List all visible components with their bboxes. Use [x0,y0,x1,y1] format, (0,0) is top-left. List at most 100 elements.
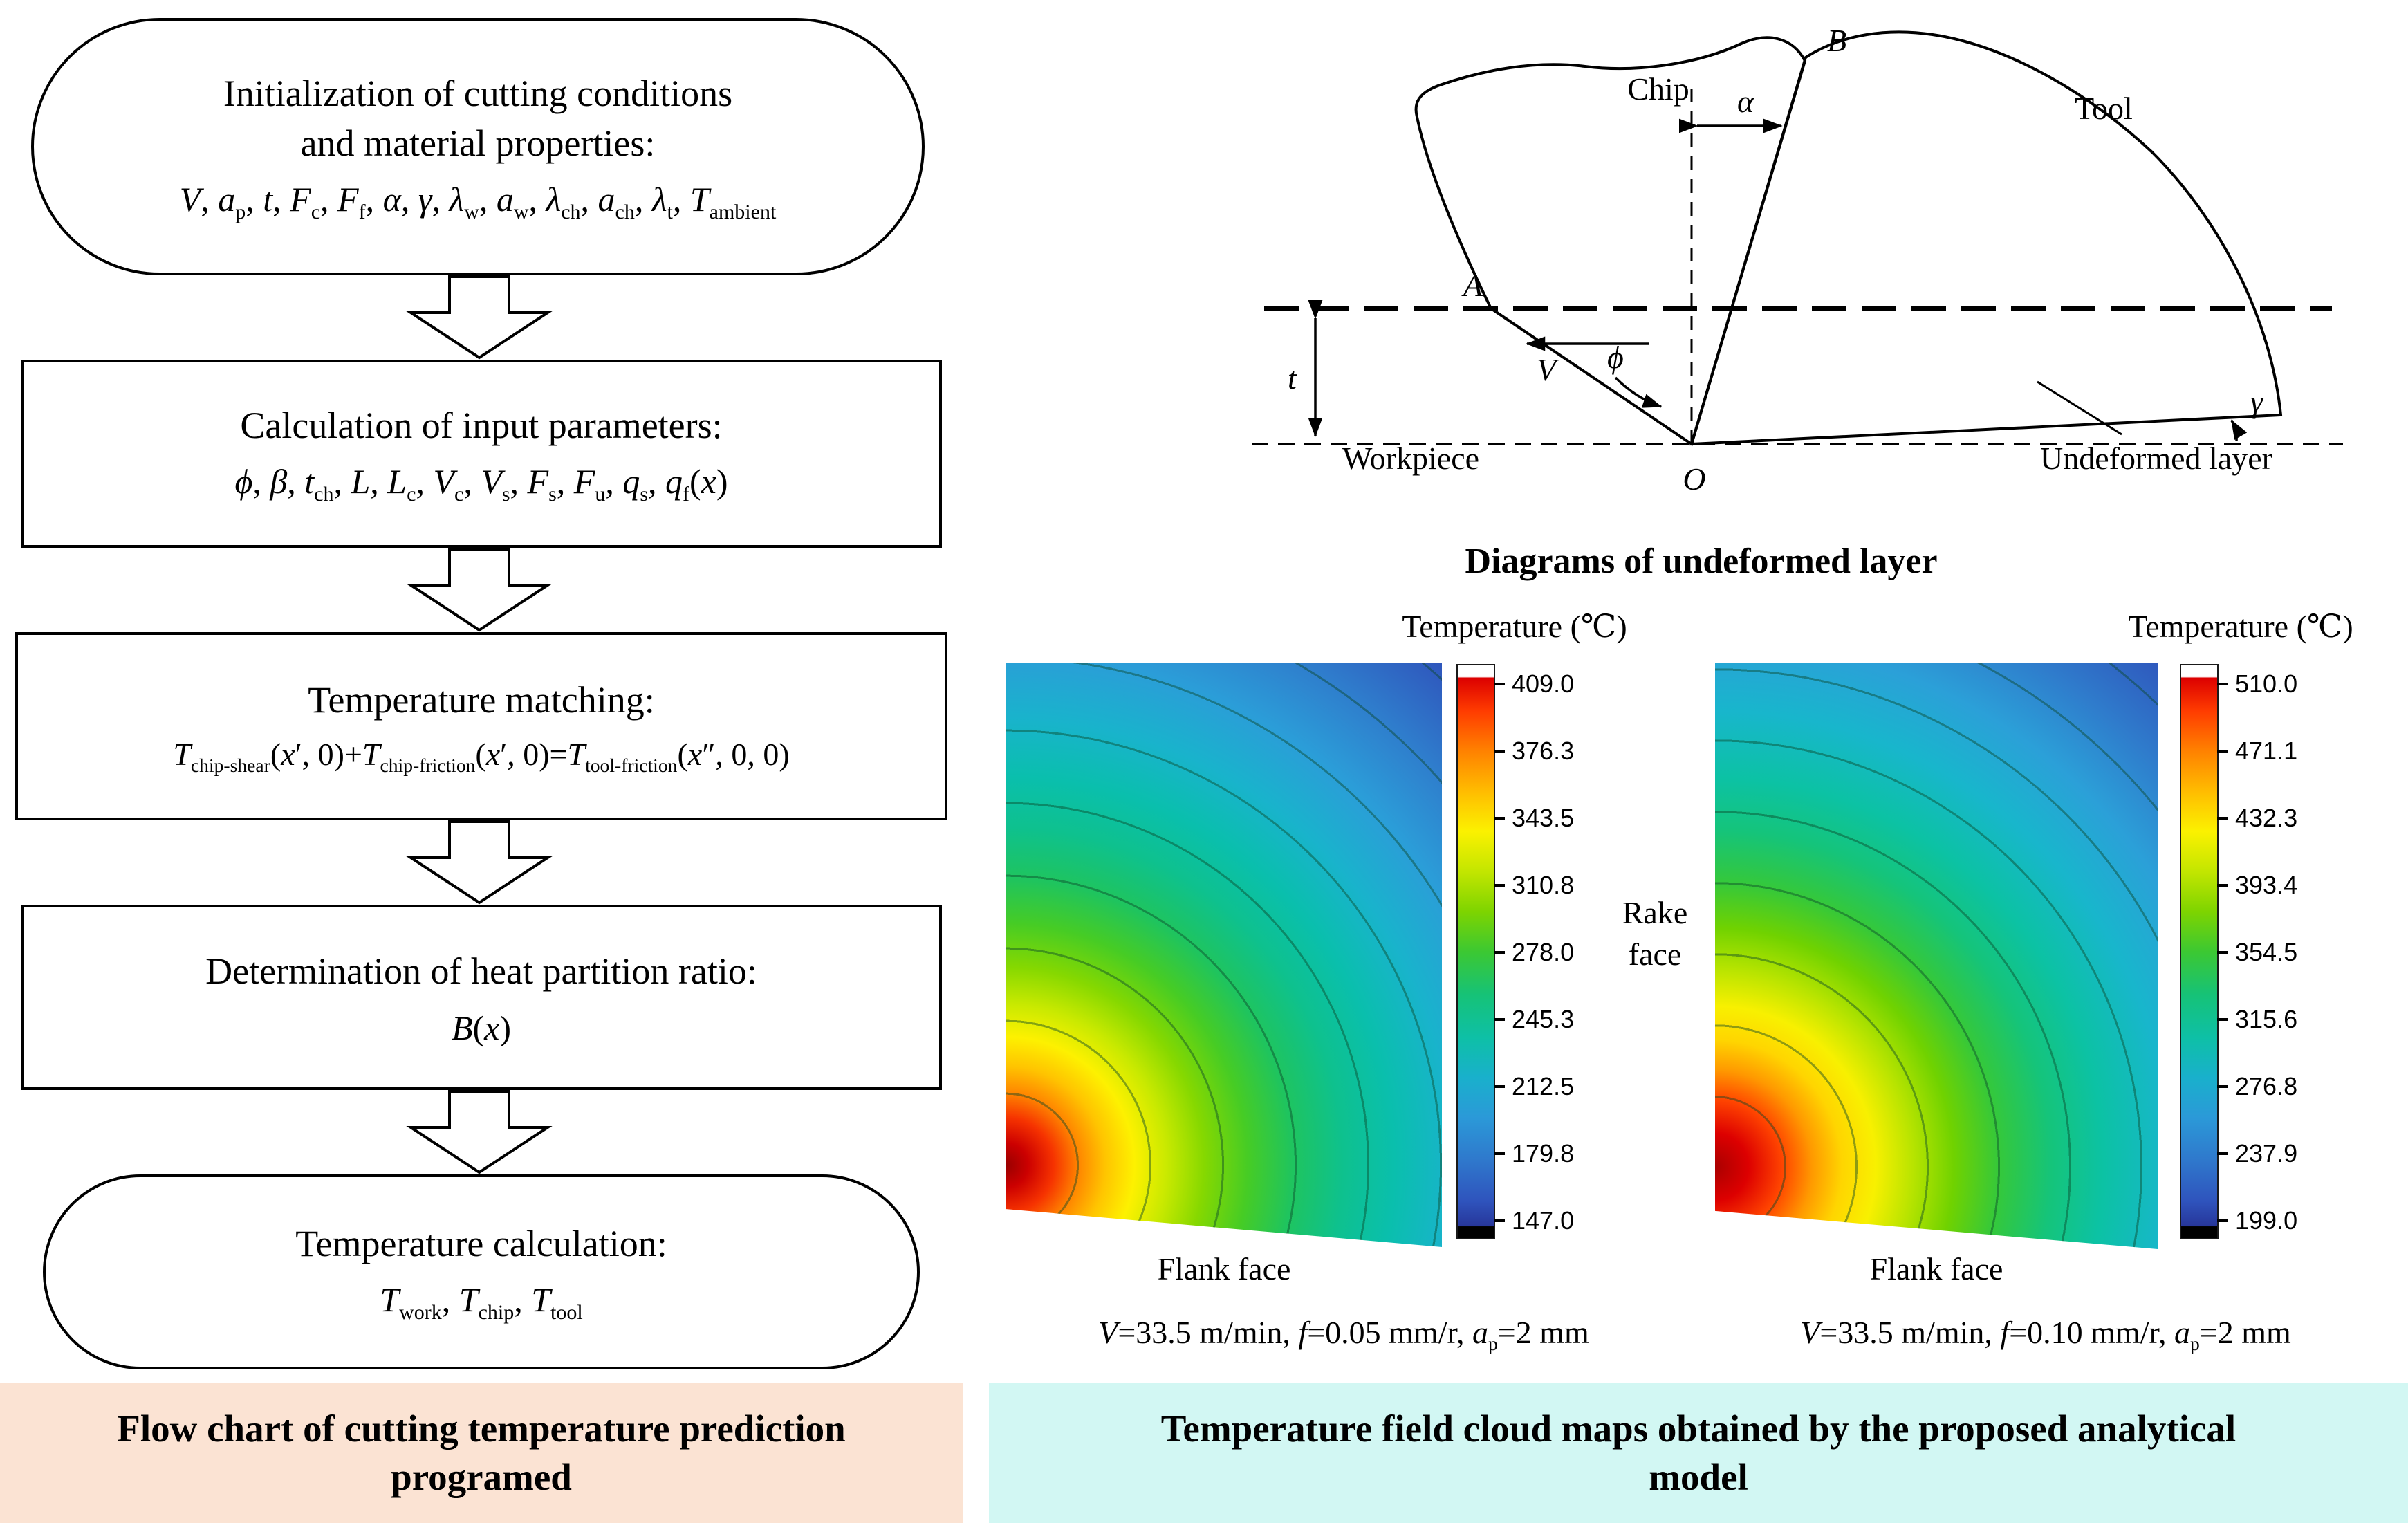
chip-label: Chip [1627,71,1689,107]
tick-mark [1494,884,1505,887]
tick-mark [2217,817,2228,820]
map-caption-left: V=33.5 m/min, f=0.05 mm/r, ap=2 mm [1098,1315,1589,1355]
flowchart-caption: Flow chart of cutting temperature predic… [0,1383,963,1523]
tick-label: 432.3 [2235,804,2298,832]
flow-arrow-down-icon [406,275,553,360]
tick-label: 310.8 [1512,871,1575,899]
flowchart-caption-line2: programed [391,1456,572,1498]
colorbar-tick: 278.0 [1494,938,1575,966]
left-colorbar-title: Temperature (℃) [1402,609,1627,644]
box2-title: Calculation of input parameters: [240,404,723,446]
point-b-label: B [1827,23,1846,58]
gamma-label: γ [2250,384,2264,419]
colorbar-tick: 354.5 [2217,938,2298,966]
tick-mark [2217,1018,2228,1021]
alpha-label: α [1737,84,1754,119]
colorbar-tick: 310.8 [1494,871,1575,899]
tick-mark [1494,951,1505,954]
colorbar-tick: 237.9 [2217,1139,2298,1167]
undeformed-layer-schematic: Chip Tool Workpiece Undeformed layer A B… [1210,11,2386,539]
tick-mark [1494,750,1505,753]
flowchart-end-node: Temperature calculation: Twork, Tchip, T… [43,1174,920,1369]
tick-mark [1494,1152,1505,1155]
phi-angle-arc [1614,376,1663,408]
tick-mark [2217,1085,2228,1088]
flow-arrow-shape [406,1090,553,1174]
rake-face-line2: face [1628,936,1682,972]
flowchart-step-temperature-matching: Temperature matching: Tchip-shear(x′, 0)… [15,632,947,820]
maps-caption-line1: Temperature field cloud maps obtained by… [1160,1407,2236,1450]
gamma-angle-arc [2230,419,2248,441]
tick-mark [1494,1018,1505,1021]
box3-formula: Tchip-shear(x′, 0)+Tchip-friction(x′, 0)… [173,737,790,777]
tick-mark [2217,1152,2228,1155]
tick-label: 393.4 [2235,871,2298,899]
right-colorbar: 510.0 471.1 432.3 393.4 354.5 315.6 276.… [2180,664,2297,1239]
flowchart-caption-line1: Flow chart of cutting temperature predic… [117,1407,846,1450]
box5-title: Temperature calculation: [295,1222,667,1264]
tool-label: Tool [2075,91,2133,126]
tick-mark [1494,1219,1505,1222]
right-colorbar-title: Temperature (℃) [2128,609,2353,644]
box4-title: Determination of heat partition ratio: [205,950,757,993]
tick-label: 212.5 [1512,1072,1575,1100]
tick-label: 471.1 [2235,737,2298,765]
undeformed-layer-leader [2037,380,2122,436]
tick-label: 409.0 [1512,670,1575,698]
tool-outline [1689,30,2283,446]
maps-caption-line2: model [1649,1456,1748,1498]
colorbar-tick: 245.3 [1494,1005,1575,1033]
tick-label: 147.0 [1512,1206,1575,1235]
tick-mark [1494,1085,1505,1088]
flow-arrow-down-icon [406,1090,553,1174]
right-colorbar-gradient [2180,664,2219,1239]
colorbar-tick: 510.0 [2217,670,2297,698]
box3-title: Temperature matching: [308,679,655,721]
colorbar-tick: 276.8 [2217,1072,2297,1100]
tick-mark [1494,683,1505,685]
chip-outline [1414,36,1807,447]
rake-face-label: Rake face [1603,892,1707,975]
results-panel: Chip Tool Workpiece Undeformed layer A B… [989,0,2408,1523]
box5-formula: Twork, Tchip, Ttool [380,1280,583,1324]
colorbar-tick: 343.5 [1494,804,1574,832]
tick-mark [2217,750,2228,753]
flowchart-panel: Initialization of cutting conditions and… [0,0,963,1523]
left-colorbar: 409.0 376.3 343.5 310.8 278.0 245.3 212.… [1456,664,1574,1239]
flowchart-step-input-parameters: Calculation of input parameters: ϕ, β, t… [21,360,942,548]
tick-label: 199.0 [2235,1206,2298,1235]
tick-mark [2217,884,2228,887]
tick-label: 315.6 [2235,1005,2298,1033]
colorbar-tick: 409.0 [1494,670,1575,698]
undeformed-layer-diagram: Chip Tool Workpiece Undeformed layer A B… [1252,23,2343,497]
tick-label: 245.3 [1512,1005,1575,1033]
maps-caption: Temperature field cloud maps obtained by… [989,1383,2408,1523]
tick-mark [2217,683,2228,685]
tick-label: 179.8 [1512,1139,1575,1167]
colorbar-tick: 432.3 [2217,804,2298,832]
left-colorbar-gradient [1456,664,1495,1239]
colorbar-tick: 212.5 [1494,1072,1575,1100]
point-o-label: O [1683,461,1705,497]
box4-formula: B(x) [451,1008,512,1047]
colorbar-tick: 393.4 [2217,871,2298,899]
flowchart-start-node: Initialization of cutting conditions and… [31,18,925,275]
flank-face-label-right: Flank face [1869,1251,2003,1286]
tick-mark [2217,1219,2228,1222]
thickness-label: t [1288,360,1297,396]
colorbar-tick: 376.3 [1494,737,1575,765]
colorbar-tick: 199.0 [2217,1206,2298,1235]
flow-arrow-shape [406,820,553,905]
flow-arrow-down-icon [406,548,553,632]
tick-label: 376.3 [1512,737,1575,765]
rake-face-line1: Rake [1622,895,1688,930]
flow-arrow-shape [406,548,553,632]
tick-label: 237.9 [2235,1139,2298,1167]
tick-label: 354.5 [2235,938,2298,966]
flow-arrow-down-icon [406,820,553,905]
tick-mark [2217,951,2228,954]
left-colorbar-ticks: 409.0 376.3 343.5 310.8 278.0 245.3 212.… [1494,664,1574,1239]
workpiece-label: Workpiece [1342,441,1479,476]
tick-label: 278.0 [1512,938,1575,966]
temperature-map-right [1715,663,2158,1249]
